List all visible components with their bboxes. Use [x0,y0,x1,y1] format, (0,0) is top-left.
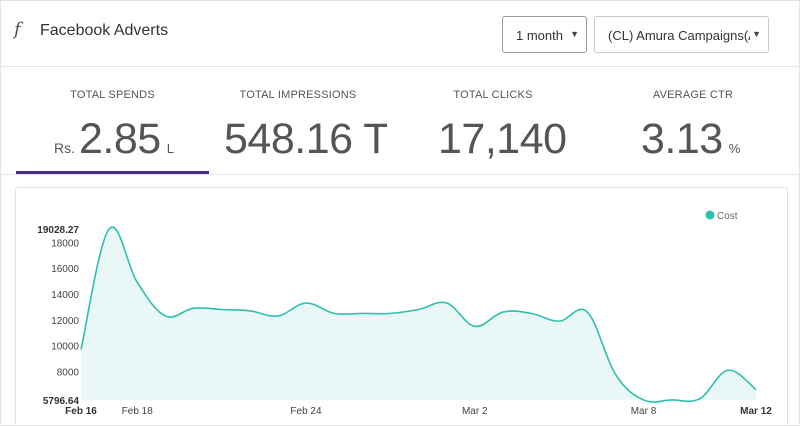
active-metric-indicator [16,171,209,174]
x-tick-label: Feb 16 [65,406,97,417]
metric-label: TOTAL SPENDS [70,89,155,101]
metric-total-impressions[interactable]: TOTAL IMPRESSIONS 548.16 Th [209,67,387,175]
caret-down-icon: ▼ [570,29,579,39]
widget-header: f Facebook Adverts 1 month ▼ (CL) Amura … [1,1,799,67]
metric-label: TOTAL CLICKS [453,89,533,101]
y-tick-label: 19028.27 [37,225,79,236]
x-tick-label: Mar 8 [631,406,657,417]
x-tick-label: Feb 18 [122,406,154,417]
metric-value: Rs.2.85 L [54,115,174,164]
metric-number: 2.85 [79,115,161,163]
metric-number: 17,140 [438,115,567,163]
x-tick-label: Mar 12 [740,406,772,417]
metric-number: 3.13 [641,115,723,163]
metric-suffix: L [166,141,174,156]
y-tick-label: 14000 [51,290,79,301]
period-select-value: 1 month [516,28,563,43]
x-tick-label: Mar 2 [462,406,488,417]
widget-title: Facebook Adverts [40,22,169,39]
y-tick-label: 18000 [51,238,79,249]
cost-series-line [80,226,757,403]
y-tick-label: 8000 [57,368,80,379]
cost-area-chart: 19028.27 18000 16000 14000 12000 10000 8000 579… [37,210,772,417]
y-tick-label: 12000 [51,316,79,327]
metric-average-ctr[interactable]: AVERAGE CTR 3.13% [593,67,793,175]
y-tick-label: 10000 [51,342,79,353]
cost-chart-card: 19028.27 18000 16000 14000 12000 10000 8000 579… [15,187,788,426]
cost-area-fill [81,227,756,403]
legend-marker [705,210,715,220]
metrics-row: TOTAL SPENDS Rs.2.85 L TOTAL IMPRESSIONS … [1,67,799,175]
caret-down-icon: ▼ [752,29,761,39]
legend-label-cost: Cost [717,211,738,222]
y-tick-label: 5796.64 [43,396,80,407]
metric-total-spends[interactable]: TOTAL SPENDS Rs.2.85 L [16,67,209,175]
metric-total-clicks[interactable]: TOTAL CLICKS 17,140 [393,67,593,175]
metric-prefix: Rs. [54,140,75,156]
campaign-select-value: (CL) Amura Campaigns(A... [608,28,750,43]
period-select[interactable]: 1 month ▼ [502,16,587,53]
metric-label: TOTAL IMPRESSIONS [239,89,357,101]
metric-value: 548.16 Th [224,115,387,164]
campaign-select[interactable]: (CL) Amura Campaigns(A... ▼ [594,16,769,53]
metric-number: 548.16 Th [224,115,387,163]
x-tick-label: Feb 24 [290,406,322,417]
y-tick-label: 16000 [51,264,79,275]
metric-label: AVERAGE CTR [652,89,734,101]
metric-value: 17,140 [438,115,567,164]
metric-value: 3.13% [641,115,740,164]
facebook-f-icon: f [14,19,21,40]
metric-suffix: % [728,141,741,156]
